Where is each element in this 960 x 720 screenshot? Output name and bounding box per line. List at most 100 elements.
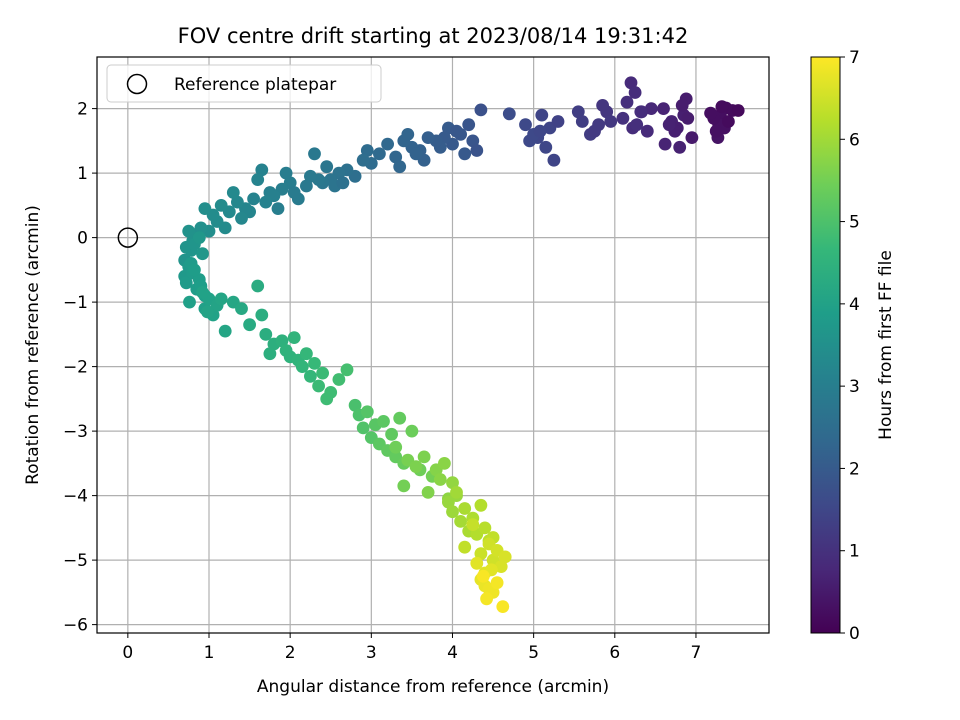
scatter-point <box>263 186 277 199</box>
y-axis-ticks: −6 −5 −4 −3 −2 −1 0 1 2 <box>63 100 97 636</box>
scatter-point <box>226 186 240 199</box>
scatter-point <box>675 99 689 112</box>
scatter-point <box>644 102 658 115</box>
scatter-point <box>596 99 609 112</box>
colorbar-tick-label: 2 <box>849 459 860 479</box>
scatter-point <box>389 440 403 454</box>
reference-platepar-marker <box>117 227 139 248</box>
scatter-point <box>304 369 317 383</box>
scatter-point <box>634 105 648 119</box>
scatter-point <box>533 124 547 138</box>
colorbar-tick-label: 0 <box>849 624 860 644</box>
scatter-point <box>243 318 256 332</box>
scatter-point <box>722 115 735 128</box>
scatter-point <box>377 415 390 428</box>
scatter-point <box>385 427 398 441</box>
scatter-point <box>360 405 374 419</box>
scatter-point <box>470 556 484 570</box>
scatter-point <box>295 360 309 373</box>
scatter-point <box>393 160 407 174</box>
scatter-point <box>657 102 670 115</box>
scatter-point <box>450 124 463 138</box>
scatter-point <box>348 398 362 412</box>
scatter-point <box>731 104 745 117</box>
scatter-point <box>490 576 504 590</box>
scatter-point <box>188 263 201 277</box>
scatter-point <box>539 140 553 154</box>
scatter-point <box>535 108 549 122</box>
y-tick-label: −1 <box>63 293 88 313</box>
scatter-point <box>356 421 370 435</box>
scatter-point <box>458 147 472 161</box>
plot-frame <box>96 56 770 634</box>
scatter-point <box>340 363 354 377</box>
scatter-point <box>235 302 248 315</box>
scatter-point <box>551 115 565 128</box>
scatter-point <box>259 328 273 341</box>
y-tick-label: −6 <box>63 616 88 636</box>
x-axis-ticks: 0 1 2 3 4 5 6 7 <box>122 633 701 663</box>
scatter-point <box>478 521 492 535</box>
scatter-point <box>496 600 510 613</box>
scatter-point <box>198 202 212 216</box>
x-tick-label: 5 <box>528 643 539 663</box>
scatter-point <box>196 247 209 261</box>
scatter-point <box>494 560 508 573</box>
colorbar <box>810 56 841 634</box>
scatter-point <box>658 137 672 151</box>
scatter-point <box>571 105 585 119</box>
scatter-point <box>300 179 313 193</box>
scatter-point <box>356 153 370 167</box>
scatter-point <box>287 331 301 344</box>
scatter-point <box>575 115 589 128</box>
scatter-point <box>466 134 480 148</box>
scatter-point <box>332 373 346 386</box>
scatter-point <box>263 347 277 361</box>
scatter-point <box>409 147 423 161</box>
scatter-point <box>620 95 634 109</box>
scatter-point <box>474 103 488 117</box>
scatter-point <box>397 479 411 493</box>
scatter-point <box>498 550 512 564</box>
y-axis-label: Rotation from reference (arcmin) <box>23 205 43 485</box>
scatter-point <box>312 379 325 393</box>
scatter-point <box>462 118 476 132</box>
scatter-point <box>259 195 273 209</box>
scatter-point <box>421 131 435 145</box>
x-tick-label: 2 <box>285 643 296 663</box>
scatter-point <box>235 211 248 225</box>
scatter-point <box>502 107 516 121</box>
y-tick-label: −5 <box>63 551 88 571</box>
scatter-point <box>630 118 644 132</box>
colorbar-tick-label: 5 <box>849 213 860 233</box>
scatter-point <box>182 224 196 238</box>
scatter-point <box>381 137 394 151</box>
scatter-point <box>308 357 321 370</box>
scatter-point <box>389 150 403 164</box>
scatter-point <box>640 124 654 138</box>
scatter-point <box>417 450 431 464</box>
scatter-point <box>201 305 214 319</box>
scatter-point <box>673 140 687 154</box>
scatter-point <box>405 424 419 438</box>
scatter-point <box>336 176 350 190</box>
colorbar-tick-label: 6 <box>849 130 860 150</box>
scatter-point <box>433 473 447 486</box>
colorbar-tick-label: 1 <box>849 542 860 562</box>
reference-marker-group <box>117 227 139 248</box>
scatter-point <box>300 347 313 361</box>
scatter-point <box>421 486 435 499</box>
chart-title: FOV centre drift starting at 2023/08/14 … <box>178 24 689 48</box>
scatter-point <box>604 115 618 128</box>
colorbar-tick-label: 4 <box>849 295 860 315</box>
scatter-point <box>450 486 463 499</box>
scatter-point <box>287 186 301 199</box>
scatter-point <box>454 515 467 528</box>
scatter-point <box>681 111 695 125</box>
y-tick-label: 1 <box>77 164 88 184</box>
scatter-point <box>196 286 209 299</box>
scatter-point <box>685 131 699 145</box>
scatter-point <box>588 124 601 138</box>
scatter-point <box>393 411 407 425</box>
scatter-point <box>438 457 451 470</box>
